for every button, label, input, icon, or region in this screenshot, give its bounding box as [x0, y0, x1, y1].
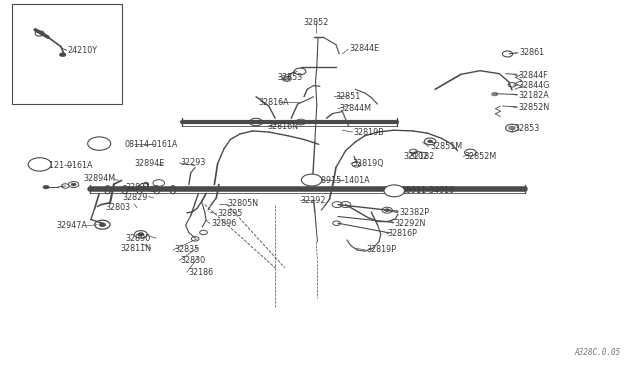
Text: B: B — [37, 160, 42, 169]
Text: 32852N: 32852N — [518, 103, 550, 112]
Text: 32805N: 32805N — [228, 199, 259, 208]
Circle shape — [282, 76, 291, 81]
Text: 32292N: 32292N — [394, 219, 426, 228]
Text: 24210Y: 24210Y — [67, 46, 97, 55]
Text: 32292: 32292 — [301, 196, 326, 205]
Circle shape — [509, 126, 515, 130]
Text: 08121-0161A: 08121-0161A — [40, 161, 93, 170]
Text: 32293: 32293 — [180, 158, 206, 167]
Text: 32844F: 32844F — [518, 71, 548, 80]
Circle shape — [43, 185, 49, 189]
Text: 32830: 32830 — [180, 256, 205, 265]
Text: 32182: 32182 — [410, 153, 435, 161]
Text: 08114-0161A: 08114-0161A — [125, 140, 178, 149]
Circle shape — [492, 92, 498, 96]
Circle shape — [138, 232, 144, 236]
Circle shape — [386, 188, 394, 193]
Text: 32853: 32853 — [278, 73, 303, 81]
Circle shape — [296, 119, 306, 125]
Text: 32851M: 32851M — [430, 142, 462, 151]
Text: 32816P: 32816P — [388, 230, 418, 238]
Text: 32894E: 32894E — [134, 159, 164, 168]
Circle shape — [88, 137, 111, 150]
Text: 32890: 32890 — [125, 234, 150, 243]
Text: 32182A: 32182A — [518, 91, 549, 100]
Circle shape — [301, 174, 322, 186]
Text: 32853: 32853 — [515, 124, 540, 133]
Circle shape — [28, 158, 51, 171]
Text: 32186: 32186 — [189, 268, 214, 277]
Text: 32819Q: 32819Q — [352, 159, 383, 168]
Text: 08911-34010: 08911-34010 — [402, 186, 455, 195]
Text: 32816N: 32816N — [268, 122, 298, 131]
Text: A328C.0.05: A328C.0.05 — [575, 348, 621, 357]
Text: 32835: 32835 — [174, 246, 199, 254]
Text: 32852M: 32852M — [465, 152, 497, 161]
Text: 32844E: 32844E — [349, 44, 380, 53]
Text: B: B — [97, 139, 102, 148]
Text: V: V — [308, 176, 315, 185]
Circle shape — [60, 53, 66, 57]
Circle shape — [384, 185, 404, 197]
Text: 32844G: 32844G — [518, 81, 550, 90]
Text: 32382P: 32382P — [399, 208, 429, 217]
Text: 32831: 32831 — [125, 183, 150, 192]
Text: 32852: 32852 — [303, 18, 329, 27]
Text: 32894M: 32894M — [83, 174, 115, 183]
Text: 32947A: 32947A — [56, 221, 87, 230]
Text: 32811N: 32811N — [120, 244, 151, 253]
Circle shape — [71, 183, 76, 186]
Text: 32819P: 32819P — [366, 245, 396, 254]
Text: 32861: 32861 — [520, 48, 545, 57]
Text: 08915-1401A: 08915-1401A — [316, 176, 370, 185]
Circle shape — [99, 223, 106, 227]
Text: 32102: 32102 — [403, 153, 428, 161]
Circle shape — [428, 140, 433, 143]
Text: 32829: 32829 — [122, 193, 148, 202]
Text: 32844M: 32844M — [339, 104, 371, 113]
Text: 32803: 32803 — [106, 203, 131, 212]
Text: 32851: 32851 — [335, 92, 360, 101]
Text: 32816A: 32816A — [259, 98, 289, 107]
Circle shape — [385, 209, 390, 212]
Text: 32896: 32896 — [211, 219, 236, 228]
Text: N: N — [391, 186, 397, 195]
Text: 32819B: 32819B — [354, 128, 385, 137]
Text: 32895: 32895 — [218, 209, 243, 218]
